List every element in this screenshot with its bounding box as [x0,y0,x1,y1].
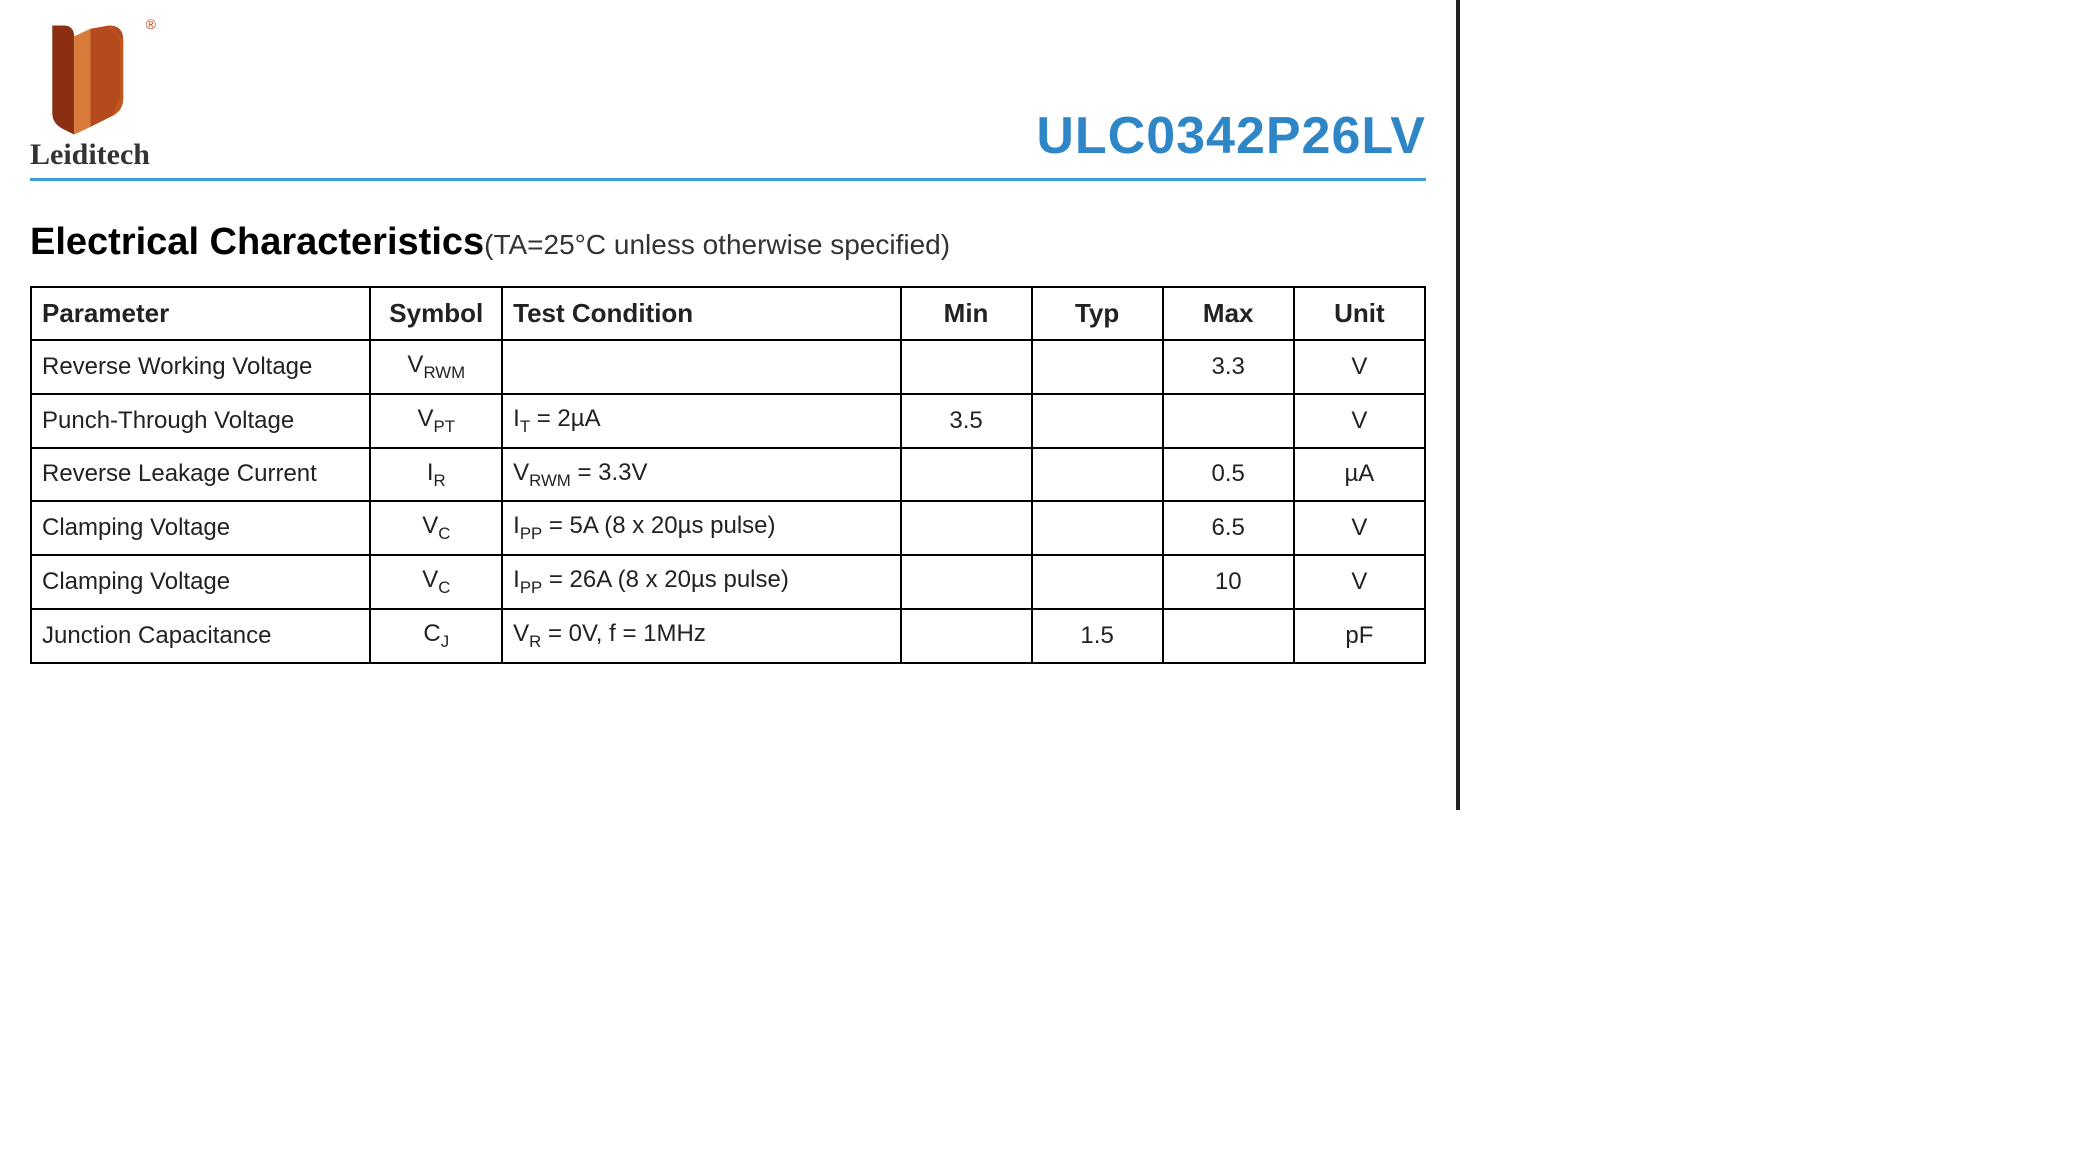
cell-unit: V [1294,555,1425,609]
cell-typ [1032,340,1163,394]
cell-max [1163,609,1294,663]
cell-symbol: CJ [370,609,502,663]
cell-unit: V [1294,394,1425,448]
table-header-row: Parameter Symbol Test Condition Min Typ … [31,287,1425,340]
col-header-parameter: Parameter [31,287,370,340]
table-row: Punch-Through VoltageVPTIT = 2µA3.5 V [31,394,1425,448]
table-row: Junction CapacitanceCJVR = 0V, f = 1MHz 1… [31,609,1425,663]
cell-min [901,448,1032,502]
cell-min [901,340,1032,394]
cell-condition [502,340,900,394]
brand-name: Leiditech [30,138,150,172]
cell-min: 3.5 [901,394,1032,448]
col-header-max: Max [1163,287,1294,340]
table-body: Reverse Working VoltageVRWM3.3VPunch-Thr… [31,340,1425,663]
cell-parameter: Clamping Voltage [31,555,370,609]
cell-condition: IPP = 26A (8 x 20µs pulse) [502,555,900,609]
col-header-unit: Unit [1294,287,1425,340]
cell-typ [1032,501,1163,555]
cell-symbol: VC [370,555,502,609]
table-row: Reverse Working VoltageVRWM 3.3V [31,340,1425,394]
cell-parameter: Reverse Leakage Current [31,448,370,502]
electrical-characteristics-table: Parameter Symbol Test Condition Min Typ … [30,286,1426,664]
section-subtitle: (TA=25°C unless otherwise specified) [484,229,950,260]
cell-unit: V [1294,501,1425,555]
table-row: Clamping VoltageVCIPP = 26A (8 x 20µs pu… [31,555,1425,609]
datasheet-page: ® Leiditech ULC0342P26LV Electrical Char… [0,0,1460,810]
brand-logo: ® [30,20,140,140]
table-row: Clamping VoltageVCIPP = 5A (8 x 20µs pul… [31,501,1425,555]
cell-symbol: VPT [370,394,502,448]
cell-typ: 1.5 [1032,609,1163,663]
page-header: ® Leiditech ULC0342P26LV [30,20,1426,181]
cell-max [1163,394,1294,448]
cell-max: 6.5 [1163,501,1294,555]
cell-symbol: VRWM [370,340,502,394]
cell-unit: pF [1294,609,1425,663]
cell-max: 3.3 [1163,340,1294,394]
registered-mark: ® [146,16,156,32]
col-header-min: Min [901,287,1032,340]
col-header-condition: Test Condition [502,287,900,340]
cell-max: 10 [1163,555,1294,609]
table-row: Reverse Leakage CurrentIRVRWM = 3.3V 0.5µ… [31,448,1425,502]
cell-condition: IT = 2µA [502,394,900,448]
cell-typ [1032,448,1163,502]
section-heading: Electrical Characteristics(TA=25°C unles… [30,221,1426,264]
brand-block: ® Leiditech [30,20,150,172]
cell-condition: VR = 0V, f = 1MHz [502,609,900,663]
cell-parameter: Junction Capacitance [31,609,370,663]
cell-condition: VRWM = 3.3V [502,448,900,502]
cell-unit: V [1294,340,1425,394]
cell-min [901,555,1032,609]
section-title: Electrical Characteristics [30,221,484,263]
cell-parameter: Reverse Working Voltage [31,340,370,394]
cell-parameter: Clamping Voltage [31,501,370,555]
cell-typ [1032,555,1163,609]
cell-symbol: VC [370,501,502,555]
cell-unit: µA [1294,448,1425,502]
logo-icon [30,20,140,140]
cell-parameter: Punch-Through Voltage [31,394,370,448]
cell-min [901,501,1032,555]
cell-max: 0.5 [1163,448,1294,502]
cell-condition: IPP = 5A (8 x 20µs pulse) [502,501,900,555]
cell-symbol: IR [370,448,502,502]
col-header-typ: Typ [1032,287,1163,340]
part-number: ULC0342P26LV [1036,106,1426,172]
cell-min [901,609,1032,663]
cell-typ [1032,394,1163,448]
col-header-symbol: Symbol [370,287,502,340]
